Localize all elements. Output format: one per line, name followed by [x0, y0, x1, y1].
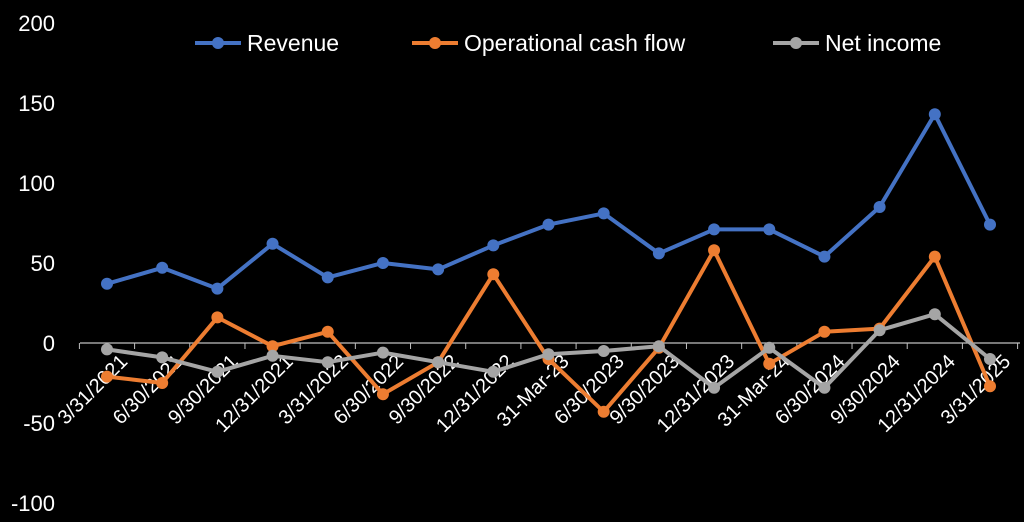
data-point	[266, 237, 279, 250]
legend-item: Revenue	[195, 30, 339, 56]
data-point	[156, 261, 169, 274]
y-tick-label: 100	[18, 171, 55, 196]
data-point	[487, 239, 500, 252]
data-point	[321, 356, 334, 369]
data-point	[818, 381, 831, 394]
y-tick-label: -100	[11, 491, 55, 516]
data-point	[763, 223, 776, 236]
legend-swatch-marker	[212, 37, 224, 49]
data-point	[542, 218, 555, 231]
legend-swatch-marker	[429, 37, 441, 49]
data-point	[376, 388, 389, 401]
legend-item: Operational cash flow	[412, 30, 686, 56]
legend-label: Revenue	[247, 30, 339, 56]
data-point	[156, 377, 169, 389]
data-point	[597, 405, 610, 418]
data-point	[984, 218, 996, 231]
data-point	[211, 282, 224, 295]
legend-label: Net income	[825, 30, 941, 56]
y-tick-label: 150	[18, 91, 55, 116]
data-point	[708, 244, 721, 257]
data-point	[432, 263, 445, 276]
data-point	[211, 365, 224, 378]
y-tick-label: 50	[31, 251, 55, 276]
legend-label: Operational cash flow	[464, 30, 686, 56]
data-point	[487, 268, 500, 281]
data-point	[818, 250, 831, 263]
legend-swatch-marker	[790, 37, 802, 49]
series-layer	[101, 108, 996, 418]
data-point	[652, 247, 665, 260]
data-point	[321, 325, 334, 338]
data-point	[597, 345, 610, 357]
y-tick-label: 200	[18, 11, 55, 36]
series-2	[101, 308, 996, 394]
data-point	[984, 380, 996, 393]
data-point	[266, 340, 279, 353]
data-point	[211, 311, 224, 324]
data-point	[928, 250, 941, 263]
data-point	[101, 370, 113, 383]
data-point	[376, 257, 389, 269]
data-point	[101, 277, 113, 290]
data-point	[156, 351, 169, 364]
data-point	[376, 346, 389, 359]
data-point	[708, 223, 721, 236]
y-tick-label: 0	[43, 331, 55, 356]
data-point	[487, 365, 500, 378]
data-point	[763, 357, 776, 370]
y-axis-ticks: 200 150 100 50 0 -50 -100	[11, 11, 55, 516]
data-point	[928, 308, 941, 321]
data-point	[818, 325, 831, 338]
data-point	[432, 356, 445, 369]
data-point	[873, 201, 886, 213]
legend: Revenue Operational cash flow Net income	[195, 30, 941, 56]
data-point	[763, 341, 776, 354]
data-point	[708, 381, 721, 394]
data-point	[652, 340, 665, 353]
data-point	[597, 207, 610, 220]
legend-item: Net income	[773, 30, 941, 56]
data-point	[542, 348, 555, 361]
series-0	[101, 108, 996, 295]
data-point	[321, 271, 334, 284]
data-point	[101, 343, 113, 356]
y-tick-label: -50	[23, 411, 55, 436]
data-point	[873, 324, 886, 337]
data-point	[984, 353, 996, 365]
data-point	[266, 349, 279, 362]
data-point	[928, 108, 941, 121]
